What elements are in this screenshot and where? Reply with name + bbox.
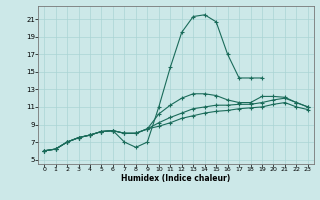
X-axis label: Humidex (Indice chaleur): Humidex (Indice chaleur) xyxy=(121,174,231,183)
